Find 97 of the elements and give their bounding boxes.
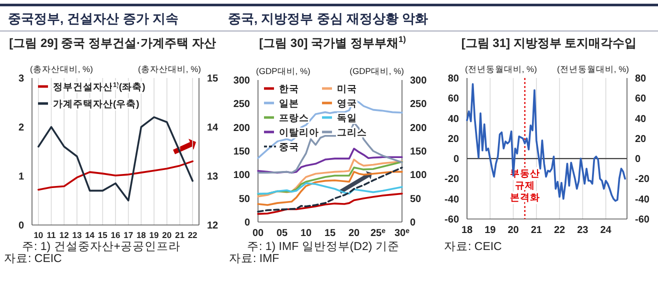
legend-label: 일본 [279, 98, 299, 110]
text: 주: 1) 건설중자산+공공인프라 [22, 241, 181, 253]
y-tick-label: -40 [444, 194, 460, 206]
y2-tick-label: -40 [635, 194, 650, 206]
chart-title: [그림 29] 중국 정부건설·가계주택 자산 [9, 36, 216, 50]
x-tick-label: 15 [98, 230, 108, 240]
x-tick-label: 22 [554, 225, 566, 236]
chart-subtitle: 중국, 지방정부 중심 재정상황 악화 [228, 11, 428, 26]
x-tick-label: 13 [72, 230, 82, 240]
y-tick-label: 40 [448, 114, 460, 125]
line-series [257, 166, 403, 212]
y2-tick-label: 200 [410, 122, 428, 134]
x-tick-label: 10 [34, 230, 44, 240]
legend-label: 미국 [337, 84, 357, 95]
y2-tick-label: 15 [207, 74, 219, 84]
x-tick-label: 18 [461, 225, 473, 236]
y2-tick-label: 100 [410, 170, 428, 182]
y-tick-label: 50 [238, 194, 250, 205]
y-axis-title: (GDP대비, %) [256, 66, 311, 76]
x-tick-label: 23 [577, 225, 589, 236]
line-series [257, 122, 403, 174]
y2-tick-label: 300 [410, 76, 428, 86]
y-tick-label: 150 [233, 146, 250, 158]
y-axis-title: (총자산대비, %) [30, 64, 94, 74]
y-tick-label: 1 [18, 172, 24, 182]
y2-tick-label: 250 [410, 99, 428, 110]
x-tick-label: 30$^{e}$ [394, 228, 410, 239]
text: 자료: IMF [229, 253, 280, 265]
y2-axis-title: (총자산대비, %) [138, 64, 202, 74]
y2-tick-label: 40 [635, 114, 647, 125]
y-tick-label: 20 [448, 134, 460, 145]
y2-tick-label: 150 [410, 146, 428, 158]
y2-tick-label: -60 [635, 214, 650, 226]
line-series [257, 170, 403, 206]
y2-tick-label: 80 [635, 74, 647, 84]
y2-tick-label: 50 [410, 194, 422, 205]
legend-label: 프랑스 [279, 113, 309, 124]
y2-tick-label: -20 [635, 174, 650, 186]
x-tick-label: 00 [252, 228, 264, 239]
x-tick-label: 17 [124, 230, 134, 240]
y2-axis-title: (GDP대비, %) [350, 66, 404, 76]
y-tick-label: -60 [444, 214, 460, 226]
y-tick-label: 0 [453, 154, 460, 166]
y2-tick-label: 20 [635, 134, 647, 145]
y-tick-label: 0 [18, 220, 24, 232]
legend-label: 중국 [279, 142, 299, 153]
x-tick-label: 21 [530, 225, 542, 236]
x-tick-label: 15 [324, 228, 336, 239]
legend-label: 이탈리아 [279, 128, 319, 138]
x-tick-label: 18 [136, 230, 146, 240]
y2-tick-label: 60 [635, 94, 647, 105]
x-tick-label: 05 [276, 228, 288, 239]
y-tick-label: 2 [18, 122, 24, 134]
x-tick-label: 11 [46, 230, 56, 240]
x-tick-label: 16 [110, 230, 120, 240]
y-tick-label: 0 [244, 218, 250, 228]
text: 자료: CEIC [4, 253, 62, 265]
text: 주: 1) IMF 일반정부(D2) 기준 [247, 241, 400, 253]
y-tick-label: -20 [444, 174, 460, 186]
y-tick-label: 250 [233, 99, 250, 110]
y2-tick-label: 13 [207, 172, 219, 182]
line-series [38, 160, 194, 191]
line-series [257, 182, 403, 194]
x-tick-label: 20 [508, 225, 520, 236]
chart-title: [그림 30] 국가별 정부부채$^{1)}$ [259, 34, 406, 50]
legend-label: 한국 [279, 84, 299, 95]
y2-axis-title: (전년동월대비, %) [557, 64, 630, 74]
x-tick-label: 19 [149, 230, 160, 240]
x-tick-label: 20 [162, 230, 172, 240]
x-tick-label: 21 [174, 230, 185, 240]
legend-label: 영국 [337, 98, 357, 110]
y-tick-label: 300 [233, 76, 250, 86]
chart-subtitle: 중국정부, 건설자산 증가 지속 [8, 11, 178, 26]
x-tick-label: 19 [484, 225, 496, 236]
x-tick-label: 24 [600, 225, 612, 236]
x-tick-label: 25$^{e}$ [370, 228, 386, 239]
y-axis-title: (전년동월대비, %) [465, 64, 538, 74]
y2-tick-label: 0 [410, 218, 416, 228]
y-tick-label: 100 [233, 170, 250, 182]
y-tick-label: 3 [18, 74, 24, 84]
text: 자료: CEIC [444, 241, 502, 253]
y2-tick-label: 14 [207, 122, 219, 134]
line-series [257, 192, 403, 215]
y-tick-label: 80 [448, 74, 460, 84]
line-series [466, 83, 626, 202]
y-tick-label: 200 [233, 122, 250, 134]
y2-tick-label: 0 [635, 154, 641, 166]
legend-label: 가계주택자산(우축) [53, 99, 140, 110]
x-tick-label: 10 [300, 228, 312, 239]
x-tick-label: 20 [348, 228, 360, 239]
y-tick-label: 60 [448, 94, 460, 105]
chart-title: [그림 31] 지방정부 토지매각수입 [461, 36, 637, 50]
x-tick-label: 14 [85, 230, 95, 240]
legend-label: 독일 [337, 113, 357, 124]
line-series [257, 98, 403, 159]
x-tick-label: 12 [59, 230, 70, 240]
x-tick-label: 22 [188, 230, 198, 240]
